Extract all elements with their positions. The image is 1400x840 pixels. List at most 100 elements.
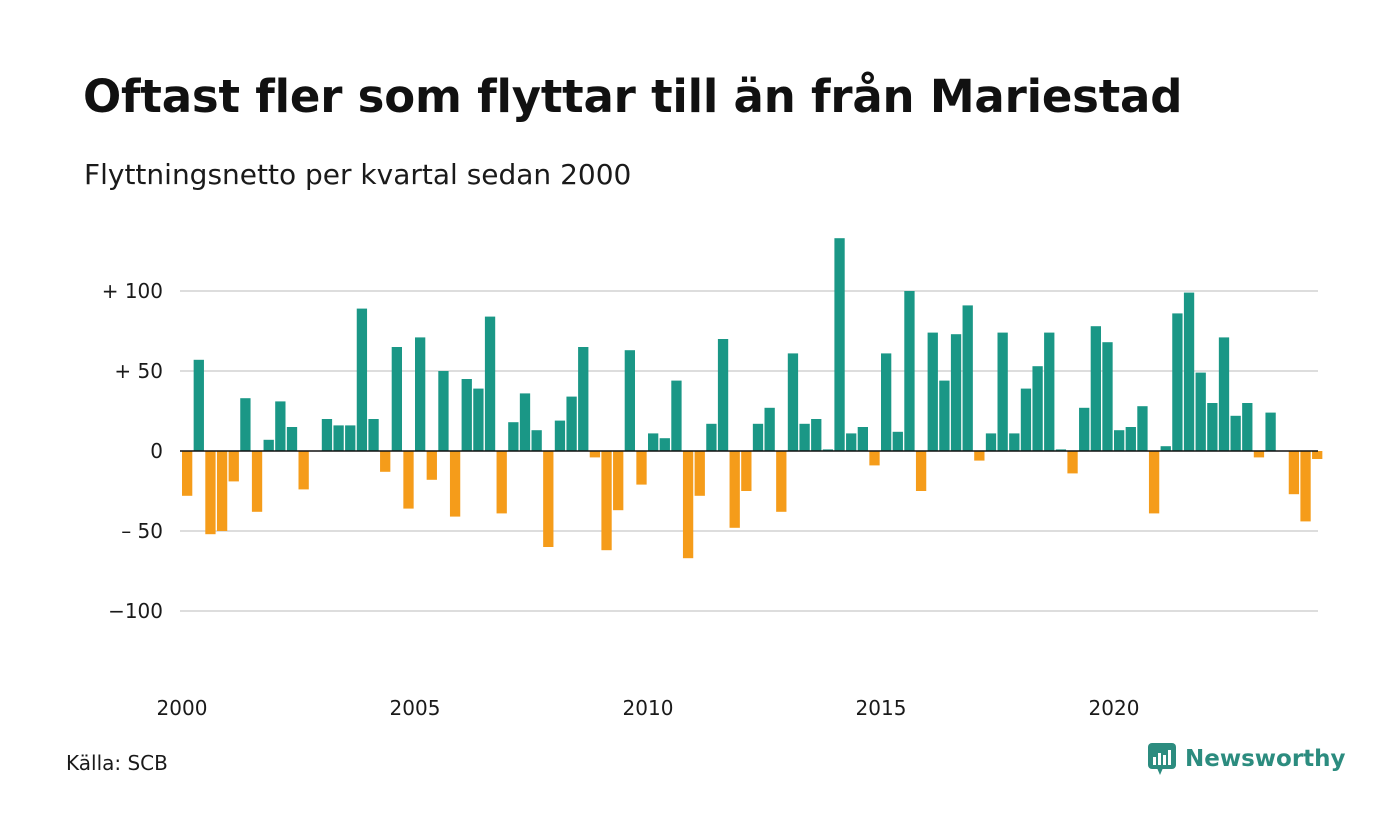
bar — [356, 308, 368, 451]
bar — [950, 334, 962, 451]
bar — [834, 238, 845, 451]
bar — [286, 427, 298, 451]
bar — [1067, 451, 1078, 474]
bar — [415, 337, 426, 451]
bar — [869, 451, 880, 466]
bar — [578, 347, 589, 451]
bar — [228, 451, 239, 482]
bar — [962, 305, 973, 451]
bar — [1032, 366, 1043, 451]
bar — [857, 427, 868, 451]
bar-chart: + 100 + 50 0 – 50 −100 2000 2005 2010 2015 2020 — [102, 238, 1323, 720]
bar — [601, 451, 612, 551]
bar — [671, 380, 682, 451]
bar — [904, 291, 915, 451]
bar — [1102, 342, 1113, 451]
bar — [1312, 451, 1323, 459]
bar — [1079, 407, 1090, 451]
bar — [275, 401, 286, 451]
bar — [974, 451, 985, 461]
bar — [1207, 403, 1218, 451]
bar — [752, 423, 764, 451]
bar — [438, 371, 449, 451]
bar — [391, 347, 402, 451]
bar — [345, 425, 356, 451]
bar — [321, 419, 333, 451]
bar — [426, 451, 437, 480]
bar — [682, 451, 694, 559]
bar — [333, 425, 344, 451]
bar — [799, 423, 810, 451]
newsworthy-logo-icon — [1148, 743, 1176, 775]
bar — [519, 393, 531, 451]
bar — [240, 398, 251, 451]
bar — [717, 339, 729, 451]
bar — [368, 419, 379, 451]
bar — [1160, 446, 1171, 451]
source-label: Källa: SCB — [66, 751, 168, 775]
bar — [403, 451, 414, 509]
bar — [543, 451, 554, 547]
bar — [473, 388, 484, 451]
bar — [1218, 337, 1230, 451]
bar — [216, 451, 228, 531]
y-tick-label: 0 — [150, 439, 163, 463]
bar — [531, 430, 542, 451]
bar — [461, 379, 472, 451]
bar — [892, 431, 903, 451]
bar — [927, 332, 938, 451]
y-tick-label: + 50 — [114, 359, 163, 383]
bar — [1253, 451, 1265, 458]
y-tick-label: −100 — [108, 599, 163, 623]
bar — [496, 451, 507, 514]
brand-name: Newsworthy — [1185, 746, 1346, 772]
bar — [251, 451, 263, 512]
bar — [508, 422, 519, 451]
bar — [1137, 406, 1148, 451]
bar — [1125, 427, 1136, 451]
bar — [1183, 292, 1195, 451]
bar — [566, 396, 577, 451]
bar — [263, 439, 274, 451]
bar — [380, 451, 391, 472]
bars — [182, 238, 1323, 559]
bar — [776, 451, 787, 512]
bar — [1090, 326, 1101, 451]
bar — [1242, 403, 1253, 451]
y-tick-label: + 100 — [102, 279, 163, 303]
x-tick-label: 2010 — [623, 696, 674, 720]
bar — [939, 380, 950, 451]
bar — [811, 419, 822, 451]
bar — [997, 332, 1008, 451]
chart-subtitle: Flyttningsnetto per kvartal sedan 2000 — [84, 158, 632, 191]
x-tick-label: 2015 — [856, 696, 907, 720]
x-tick-label: 2000 — [157, 696, 208, 720]
bar — [1044, 332, 1055, 451]
bar — [659, 438, 670, 451]
bar — [589, 451, 601, 458]
bar — [1300, 451, 1311, 522]
bar — [881, 353, 892, 451]
x-tick-label: 2005 — [390, 696, 441, 720]
bar — [1009, 433, 1020, 451]
bar — [1195, 372, 1206, 451]
y-tick-label: – 50 — [121, 519, 163, 543]
newsworthy-brand[interactable]: Newsworthy — [1147, 742, 1346, 776]
bar — [1114, 430, 1125, 451]
bar — [648, 433, 659, 451]
bar — [729, 451, 740, 528]
bar — [449, 451, 461, 517]
x-axis-labels: 2000 2005 2010 2015 2020 — [157, 696, 1140, 720]
bar — [624, 350, 635, 451]
bar — [1148, 451, 1160, 514]
bar — [636, 451, 647, 485]
bar — [182, 451, 193, 496]
bar — [694, 451, 705, 496]
bar — [706, 423, 717, 451]
x-tick-label: 2020 — [1089, 696, 1140, 720]
bar — [205, 451, 216, 535]
bar — [1172, 313, 1183, 451]
bar — [846, 433, 857, 451]
chart-title: Oftast fler som flyttar till än från Mar… — [83, 70, 1183, 123]
bar — [1020, 388, 1032, 451]
